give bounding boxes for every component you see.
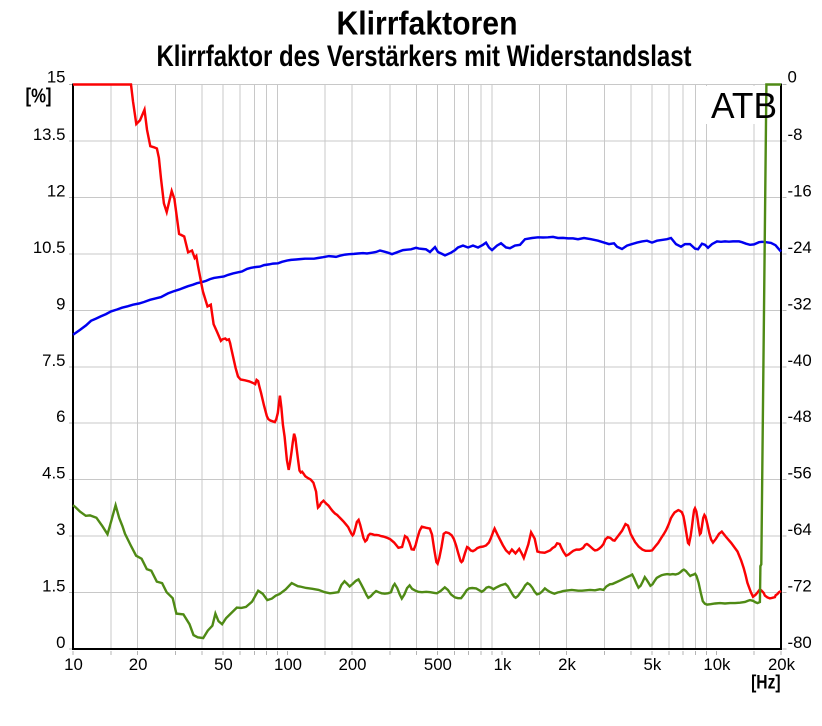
svg-text:3: 3 [56,520,65,539]
svg-text:10.5: 10.5 [33,238,66,257]
svg-text:20: 20 [129,655,148,674]
svg-text:6: 6 [56,407,65,426]
svg-text:2k: 2k [558,655,576,674]
svg-text:Klirrfaktor des Verstärkers mi: Klirrfaktor des Verstärkers mit Widersta… [157,41,692,73]
svg-text:-32: -32 [788,294,812,313]
svg-text:Klirrfaktoren: Klirrfaktoren [337,4,518,41]
svg-text:4.5: 4.5 [42,464,65,483]
svg-text:1k: 1k [494,655,512,674]
svg-text:-56: -56 [788,464,812,483]
svg-text:20k: 20k [768,655,796,674]
svg-text:50: 50 [214,655,233,674]
svg-text:13.5: 13.5 [33,125,66,144]
svg-text:9: 9 [56,294,65,313]
svg-text:ATB: ATB [711,85,777,126]
svg-text:1.5: 1.5 [42,577,65,596]
svg-text:-72: -72 [788,577,812,596]
svg-text:10: 10 [64,655,83,674]
svg-text:500: 500 [424,655,452,674]
svg-text:12: 12 [47,181,66,200]
svg-text:-24: -24 [788,238,812,257]
svg-text:0: 0 [56,633,65,652]
svg-text:-16: -16 [788,181,812,200]
svg-text:[%]: [%] [26,86,52,108]
svg-text:15: 15 [47,67,66,86]
svg-text:7.5: 7.5 [42,351,65,370]
svg-text:[Hz]: [Hz] [751,673,781,694]
svg-text:-40: -40 [788,351,812,370]
svg-text:5k: 5k [644,655,662,674]
svg-text:-48: -48 [788,407,812,426]
svg-text:-80: -80 [788,633,812,652]
svg-text:200: 200 [339,655,367,674]
svg-text:0: 0 [788,67,797,86]
svg-text:-8: -8 [788,125,803,144]
svg-text:-64: -64 [788,520,812,539]
svg-text:10k: 10k [703,655,731,674]
svg-text:100: 100 [274,655,302,674]
